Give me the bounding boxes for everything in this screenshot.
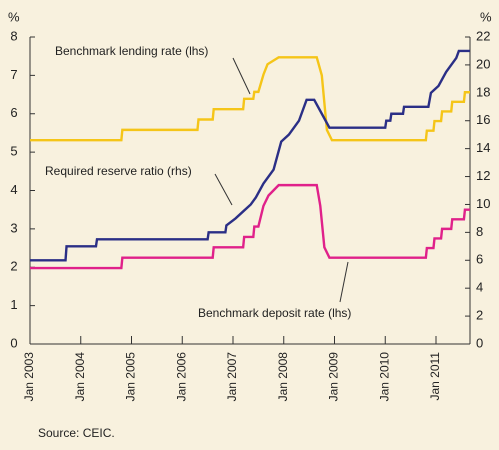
y-tick-label: 7 xyxy=(10,67,17,82)
x-tick-label: Jan 2004 xyxy=(73,352,87,402)
y2-tick-label: 6 xyxy=(476,252,483,267)
y2-axis-unit: % xyxy=(480,9,492,24)
x-tick-label: Jan 2008 xyxy=(276,352,290,402)
x-tick-label: Jan 2006 xyxy=(174,352,188,402)
y-tick-label: 4 xyxy=(10,182,17,197)
y-tick-label: 0 xyxy=(10,335,17,350)
source-note: Source: CEIC. xyxy=(38,426,115,440)
y2-tick-label: 18 xyxy=(476,84,490,99)
y2-tick-label: 16 xyxy=(476,112,490,127)
leader-line xyxy=(232,57,251,95)
y2-tick-label: 2 xyxy=(476,308,483,323)
y-tick-label: 5 xyxy=(10,144,17,159)
series-line xyxy=(30,56,470,142)
y-axis-unit: % xyxy=(8,9,20,24)
x-tick-label: Jan 2007 xyxy=(225,352,239,402)
x-tick-label: Jan 2003 xyxy=(22,352,36,402)
y2-tick-label: 0 xyxy=(476,335,483,350)
y-tick-label: 8 xyxy=(10,28,17,43)
x-tick-label: Jan 2009 xyxy=(327,352,341,402)
y-tick-label: 3 xyxy=(10,220,17,235)
x-tick-label: Jan 2010 xyxy=(377,352,391,402)
y2-tick-label: 14 xyxy=(476,140,490,155)
leader-line xyxy=(214,173,233,206)
x-tick-label: Jan 2005 xyxy=(124,352,138,402)
series-line xyxy=(30,183,470,270)
y2-tick-label: 8 xyxy=(476,224,483,239)
series-label: Benchmark deposit rate (lhs) xyxy=(198,306,351,320)
y2-tick-label: 20 xyxy=(476,56,490,71)
series-label: Required reserve ratio (rhs) xyxy=(45,164,192,178)
series-label: Benchmark lending rate (lhs) xyxy=(55,44,208,58)
y2-tick-label: 10 xyxy=(476,196,490,211)
y-tick-label: 1 xyxy=(10,297,17,312)
x-tick-label: Jan 2011 xyxy=(428,352,442,401)
y2-tick-label: 4 xyxy=(476,280,483,295)
leader-line xyxy=(339,261,349,303)
y2-tick-label: 12 xyxy=(476,168,490,183)
series-line xyxy=(30,49,470,262)
y-tick-label: 6 xyxy=(10,105,17,120)
y-tick-label: 2 xyxy=(10,259,17,274)
y2-tick-label: 22 xyxy=(476,28,490,43)
